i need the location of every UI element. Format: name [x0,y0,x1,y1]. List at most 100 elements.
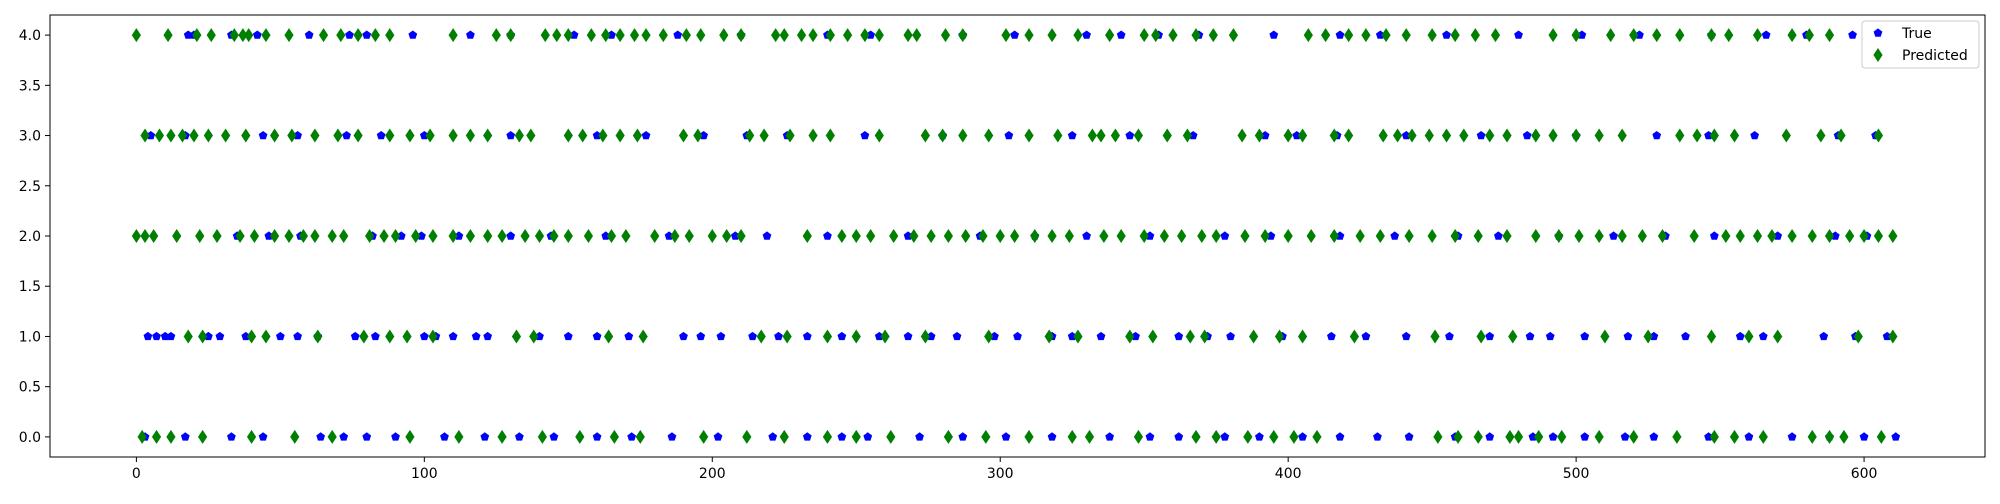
data-point-predicted [1133,128,1144,143]
data-point-predicted [284,229,294,243]
data-point-predicted [1110,128,1121,143]
data-point-true [1096,331,1106,341]
data-point-predicted [149,229,159,243]
data-point-predicted [1502,229,1512,243]
data-point-predicted [353,128,363,143]
data-point-predicted [1001,28,1011,43]
data-point-predicted [1554,229,1564,243]
data-point-predicted [681,28,691,43]
data-point-predicted [198,429,208,444]
data-point-true [466,30,475,39]
data-point-predicted [759,128,769,143]
data-point-predicted [1139,229,1149,243]
data-point-predicted [1024,28,1034,43]
data-point-predicted [886,429,896,444]
data-point-predicted [454,429,464,444]
data-point-true [1145,432,1155,441]
data-point-predicted [1773,329,1783,344]
data-point-predicted [1139,28,1149,43]
data-point-predicted [1125,329,1135,344]
data-point-predicted [448,128,458,143]
data-point-true [1891,432,1901,441]
data-point-predicted [1168,28,1178,43]
data-point-true [1220,432,1230,441]
data-point-true [1681,331,1690,341]
x-tick-label: 100 [411,466,438,482]
data-point-predicted [385,128,395,143]
data-point-true [258,432,268,441]
data-point-predicted [981,429,991,444]
data-point-predicted [1706,28,1717,43]
data-point-true [1373,432,1382,441]
data-point-predicted [1816,128,1826,143]
data-point-true [419,130,429,140]
data-point-predicted [629,28,640,43]
data-point-true [563,331,573,341]
data-point-predicted [920,128,930,143]
data-point-true [837,331,847,341]
data-point-true [350,331,360,341]
data-point-predicted [1024,429,1034,444]
data-point-true [275,331,285,341]
data-point-true [673,30,683,39]
data-point-predicted [1459,128,1469,143]
data-point-predicted [995,229,1005,243]
data-point-true [339,432,349,441]
data-point-true [1445,331,1454,341]
series-predicted [131,28,1898,444]
data-point-predicted [1151,28,1161,43]
data-point-predicted [583,229,594,243]
data-point-predicted [549,229,559,243]
data-point-predicted [1407,128,1417,143]
data-point-true [1266,231,1276,240]
data-point-true [1292,130,1302,140]
data-point-predicted [1024,128,1034,143]
data-point-true [679,331,688,341]
data-point-predicted [290,429,300,444]
data-point-predicted [1427,28,1437,43]
data-point-predicted [1105,28,1115,43]
data-point-true [396,231,406,240]
data-point-true [802,331,812,341]
y-tick-label: 3.0 [19,129,41,145]
y-tick-label: 2.5 [19,179,41,195]
data-point-predicted [511,329,522,344]
data-point-predicted [1531,229,1541,243]
data-point-true [1580,331,1590,341]
data-point-predicted [699,429,709,444]
data-point-true [1269,30,1279,39]
data-point-true [371,331,380,341]
data-point-predicted [269,229,280,243]
data-point-predicted [635,429,645,444]
data-point-predicted [1548,28,1558,43]
data-point-true [227,432,236,441]
data-point-predicted [650,229,660,243]
data-point-true [569,30,579,39]
data-point-predicted [958,28,968,43]
data-point-predicted [1401,28,1411,43]
data-point-predicted [1208,28,1218,43]
data-point-predicted [1329,128,1339,143]
data-point-predicted [837,229,847,243]
data-point-predicted [825,28,835,43]
data-point-predicted [1329,229,1339,243]
data-point-true [454,231,464,240]
data-point-predicted [808,28,818,43]
data-point-predicted [719,28,729,43]
data-point-predicted [736,28,746,43]
data-point-predicted [632,128,643,143]
data-point-predicted [353,28,363,43]
data-point-predicted [722,229,732,243]
data-point-predicted [785,128,795,143]
data-point-predicted [943,429,953,444]
data-point-true [699,130,709,140]
data-point-predicted [1355,229,1365,243]
data-point-predicted [771,28,781,43]
data-point-predicted [238,28,248,43]
legend-marker-predicted [1873,48,1883,62]
data-point-true [1494,231,1503,240]
data-point-predicted [1485,128,1495,143]
data-point-predicted [1606,28,1616,43]
y-tick-label: 0.5 [19,380,41,396]
data-point-true [641,130,651,140]
